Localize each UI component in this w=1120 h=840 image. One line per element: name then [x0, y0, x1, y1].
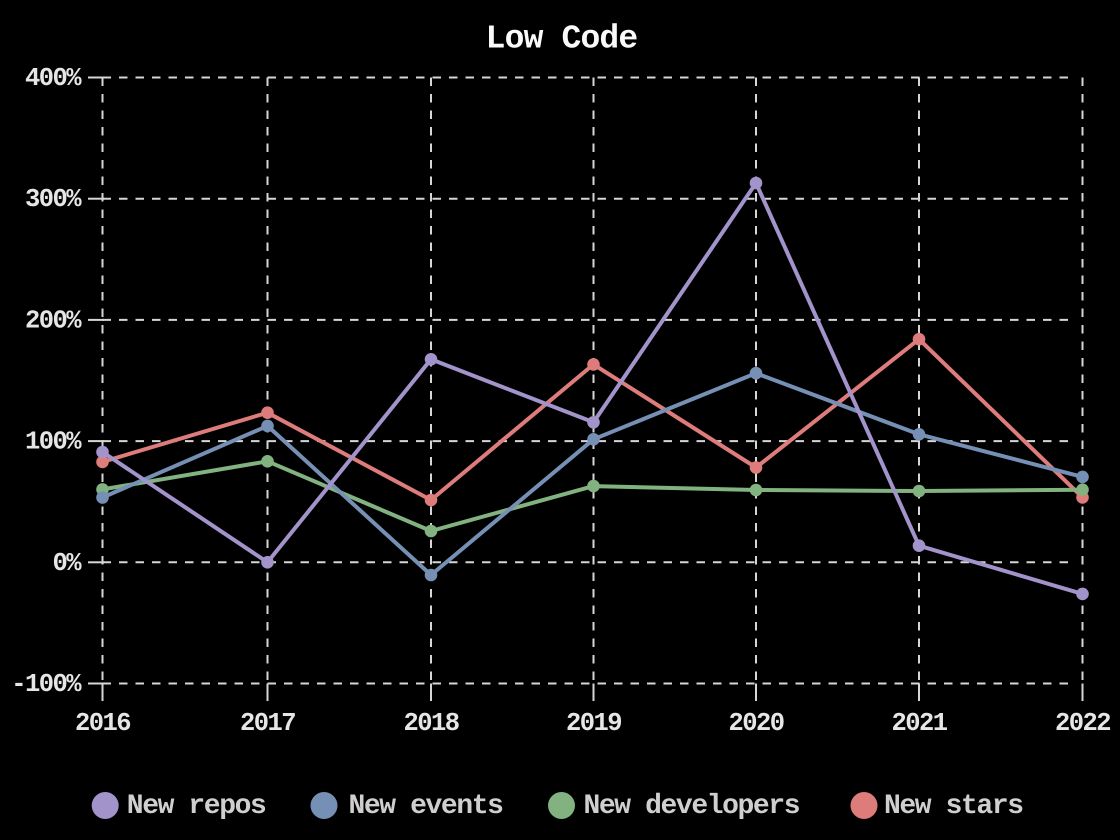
svg-text:2016: 2016	[75, 709, 130, 738]
svg-text:0%: 0%	[52, 549, 82, 578]
svg-text:New developers: New developers	[584, 791, 800, 822]
svg-text:-100%: -100%	[11, 670, 82, 699]
svg-text:2019: 2019	[566, 709, 621, 738]
svg-text:New stars: New stars	[884, 791, 1023, 822]
svg-text:2018: 2018	[403, 709, 458, 738]
svg-text:New repos: New repos	[127, 791, 266, 822]
svg-text:100%: 100%	[25, 428, 82, 457]
svg-text:2022: 2022	[1055, 709, 1110, 738]
svg-text:Low Code: Low Code	[486, 21, 638, 58]
svg-text:200%: 200%	[25, 306, 82, 335]
svg-text:300%: 300%	[25, 185, 82, 214]
svg-text:2020: 2020	[728, 709, 783, 738]
svg-text:400%: 400%	[25, 64, 82, 93]
svg-text:2017: 2017	[240, 709, 295, 738]
svg-text:2021: 2021	[891, 709, 947, 738]
svg-text:New events: New events	[349, 791, 504, 822]
